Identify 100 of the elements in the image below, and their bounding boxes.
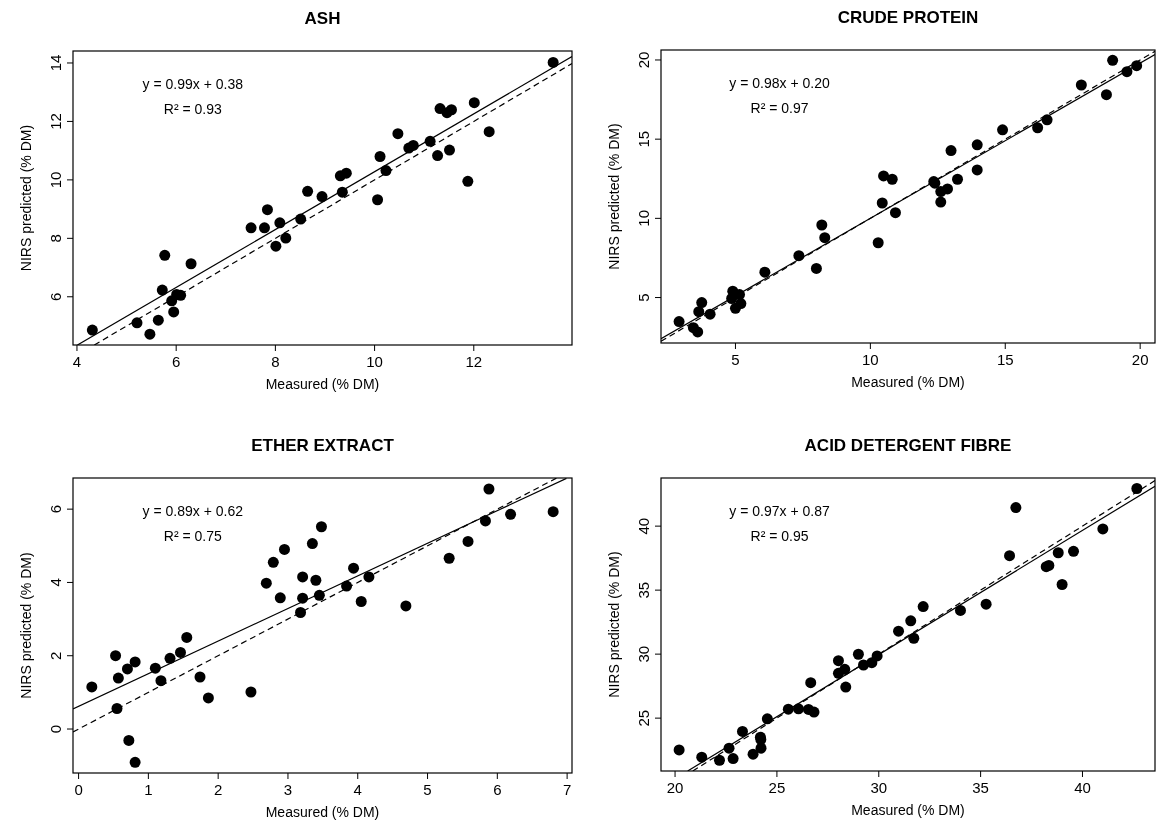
y-tick-label: 15	[635, 130, 652, 148]
point	[374, 151, 386, 162]
point	[432, 150, 444, 162]
x-tick-label: 40	[1074, 779, 1091, 796]
x-tick-label: 2	[213, 781, 223, 798]
x-tick-label: 20	[1131, 351, 1149, 368]
y-tick-label: 40	[635, 517, 652, 535]
point	[280, 232, 292, 244]
point	[181, 631, 193, 643]
point	[808, 706, 820, 718]
point	[935, 196, 947, 208]
point	[971, 164, 983, 176]
point	[696, 297, 708, 309]
x-tick-label: 1	[144, 781, 153, 798]
point	[1075, 79, 1087, 91]
x-tick-label: 4	[353, 781, 362, 798]
point	[735, 298, 747, 310]
point	[917, 601, 929, 613]
point	[152, 314, 164, 326]
point	[878, 170, 890, 182]
y-axis-title: NIRS predicted (% DM)	[18, 552, 34, 699]
x-axis-title: Measured (% DM)	[851, 802, 965, 818]
point	[445, 104, 457, 116]
y-tick-label: 20	[635, 51, 652, 69]
x-tick-label: 5	[731, 351, 740, 368]
y-tick-label: 8	[47, 234, 64, 243]
point	[194, 671, 206, 683]
point	[86, 681, 98, 693]
point	[839, 663, 851, 675]
point	[1107, 54, 1119, 66]
y-tick-label: 14	[47, 54, 64, 72]
x-tick-label: 7	[562, 781, 572, 798]
point	[155, 675, 167, 687]
annotation: R² = 0.95	[750, 528, 809, 544]
chart-title: ETHER EXTRACT	[251, 436, 395, 455]
point	[297, 571, 309, 583]
point	[278, 543, 290, 555]
x-tick-label: 3	[283, 781, 293, 798]
annotation: R² = 0.97	[750, 100, 809, 116]
point	[164, 652, 176, 664]
point	[245, 222, 257, 234]
point	[123, 734, 135, 746]
annotation: y = 0.89x + 0.62	[142, 503, 244, 519]
y-tick-label: 6	[47, 504, 64, 514]
point	[185, 258, 197, 270]
y-tick-label: 10	[635, 210, 652, 227]
point	[905, 615, 917, 627]
point	[144, 328, 156, 340]
point	[547, 506, 559, 518]
point	[340, 167, 352, 179]
point	[295, 606, 307, 618]
point	[816, 219, 828, 231]
point	[727, 753, 739, 765]
point	[1052, 547, 1064, 559]
y-tick-label: 12	[47, 113, 64, 130]
x-tick-label: 20	[666, 779, 684, 796]
point	[876, 197, 888, 209]
point	[86, 324, 98, 336]
point	[274, 592, 286, 604]
annotation: R² = 0.75	[163, 528, 222, 544]
y-axis-title: NIRS predicted (% DM)	[18, 124, 34, 272]
point	[673, 744, 685, 756]
annotation: y = 0.99x + 0.38	[142, 76, 244, 92]
point	[168, 306, 180, 318]
point	[462, 175, 474, 187]
point	[805, 677, 817, 689]
point	[1097, 523, 1109, 535]
point	[759, 266, 771, 278]
point	[348, 562, 360, 574]
y-tick-label: 2	[47, 651, 64, 660]
x-tick-label: 6	[493, 781, 502, 798]
point	[1004, 550, 1016, 562]
point	[819, 232, 831, 244]
x-tick-label: 6	[172, 353, 181, 370]
point	[355, 596, 367, 607]
x-tick-label: 4	[72, 353, 82, 370]
point	[872, 237, 884, 249]
point	[1010, 502, 1022, 514]
point	[505, 508, 517, 520]
annotation: y = 0.98x + 0.20	[729, 75, 830, 91]
point	[980, 598, 992, 610]
y-tick-label: 10	[47, 171, 64, 189]
point	[713, 754, 725, 766]
point	[852, 648, 864, 660]
x-tick-label: 30	[870, 779, 888, 796]
point	[443, 144, 455, 156]
y-tick-label: 25	[635, 709, 652, 727]
point	[483, 126, 495, 138]
point	[889, 207, 901, 219]
point	[483, 483, 495, 495]
point	[159, 249, 171, 261]
y-tick-label: 0	[47, 724, 64, 734]
point	[400, 600, 412, 612]
point	[1056, 579, 1068, 590]
point	[110, 650, 122, 662]
point	[747, 748, 759, 760]
point	[945, 145, 957, 157]
point	[997, 124, 1009, 136]
point	[261, 204, 273, 216]
y-tick-label: 4	[47, 578, 64, 587]
